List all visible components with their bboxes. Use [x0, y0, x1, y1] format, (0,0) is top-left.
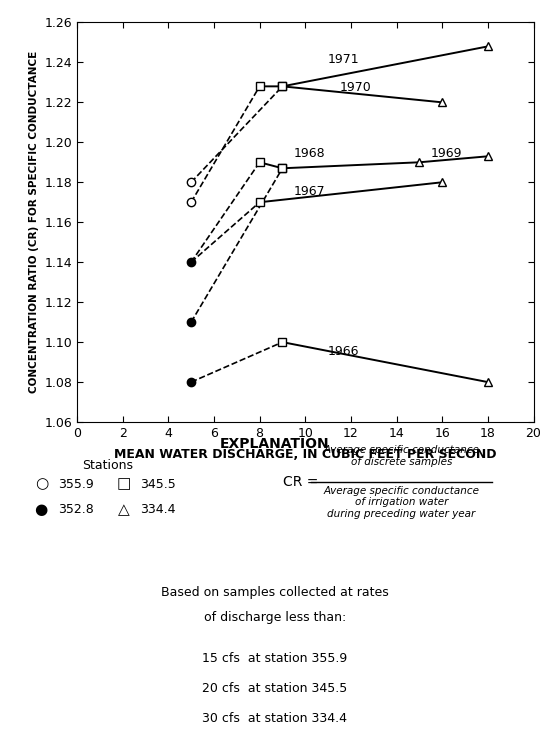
Text: □: □: [117, 477, 131, 492]
Text: 1969: 1969: [431, 147, 463, 161]
Text: of discharge less than:: of discharge less than:: [204, 611, 346, 624]
Text: Average specific conductance
of irrigation water
during preceding water year: Average specific conductance of irrigati…: [323, 486, 480, 518]
Y-axis label: CONCENTRATION RATIO (CR) FOR SPECIFIC CONDUCTANCE: CONCENTRATION RATIO (CR) FOR SPECIFIC CO…: [29, 51, 38, 394]
Text: 355.9: 355.9: [58, 477, 94, 491]
Text: 1970: 1970: [339, 81, 371, 94]
Text: EXPLANATION: EXPLANATION: [220, 437, 330, 451]
Text: Average specific conductance
of discrete samples: Average specific conductance of discrete…: [323, 445, 480, 467]
Text: 352.8: 352.8: [58, 503, 94, 516]
Text: 1967: 1967: [294, 185, 326, 198]
Text: 1971: 1971: [328, 53, 360, 66]
Text: 345.5: 345.5: [140, 477, 176, 491]
Text: Based on samples collected at rates: Based on samples collected at rates: [161, 586, 389, 599]
Text: ○: ○: [35, 477, 48, 492]
Text: Stations: Stations: [82, 459, 133, 472]
Text: ●: ●: [35, 502, 48, 517]
Text: △: △: [118, 502, 130, 517]
Text: 334.4: 334.4: [140, 503, 176, 516]
Text: 15 cfs  at station 355.9: 15 cfs at station 355.9: [202, 652, 348, 665]
Text: 1968: 1968: [294, 147, 326, 161]
Text: 20 cfs  at station 345.5: 20 cfs at station 345.5: [202, 682, 348, 695]
Text: CR =: CR =: [283, 475, 318, 489]
Text: 30 cfs  at station 334.4: 30 cfs at station 334.4: [202, 712, 348, 725]
Text: 1966: 1966: [328, 345, 360, 358]
X-axis label: MEAN WATER DISCHARGE, IN CUBIC FEET PER SECOND: MEAN WATER DISCHARGE, IN CUBIC FEET PER …: [114, 448, 497, 461]
